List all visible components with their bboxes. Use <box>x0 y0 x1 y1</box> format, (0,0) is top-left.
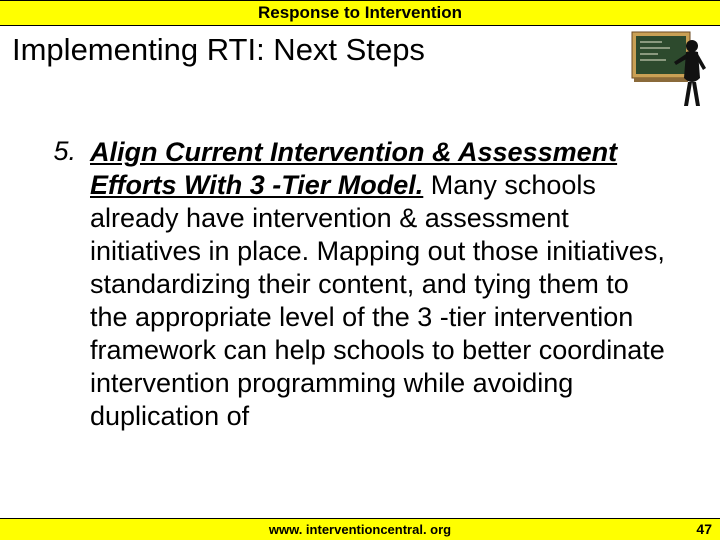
page-number: 47 <box>696 521 712 537</box>
list-number: 5. <box>46 136 76 432</box>
title-row: Implementing RTI: Next Steps <box>0 26 720 108</box>
body-area: 5. Align Current Intervention & Assessme… <box>0 108 720 432</box>
footer-text: www. interventioncentral. org <box>269 522 451 537</box>
slide-title: Implementing RTI: Next Steps <box>12 28 630 68</box>
header-bar: Response to Intervention <box>0 0 720 26</box>
list-paragraph: Many schools already have intervention &… <box>90 170 665 431</box>
footer-bar: www. interventioncentral. org <box>0 518 720 540</box>
header-text: Response to Intervention <box>258 3 462 23</box>
list-content: Align Current Intervention & Assessment … <box>90 136 670 432</box>
list-item: 5. Align Current Intervention & Assessme… <box>46 136 670 432</box>
teacher-chalkboard-icon <box>630 28 710 108</box>
